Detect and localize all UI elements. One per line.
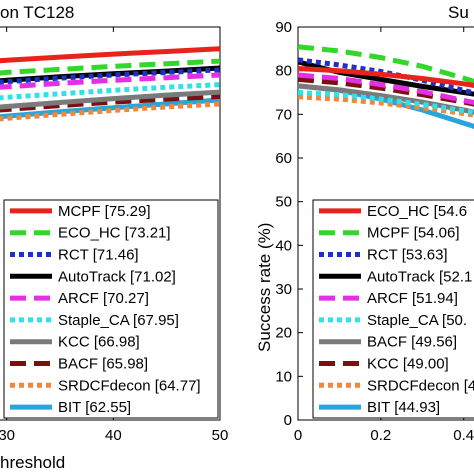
legend-label: Staple_CA [67.95] (58, 312, 179, 329)
left-x-axis-label: hreshold (0, 453, 65, 472)
series-line (298, 66, 474, 88)
legend-label: MCPF [75.29] (58, 203, 151, 220)
series-line (0, 65, 220, 84)
legend: MCPF [75.29] ECO_HC [73.21] RCT [71.46] Aut… (3, 199, 219, 419)
y-tick-label: 10 (275, 368, 292, 385)
legend: ECO_HC [54.6 MCPF [54.06] RCT [53.63] AutoT… (312, 199, 474, 419)
legend-box (3, 199, 219, 419)
legend-label: RCT [53.63] (367, 247, 448, 264)
series-line (298, 57, 474, 96)
legend-label: AutoTrack [71.02] (58, 268, 176, 285)
x-tick-label: 0.4 (453, 427, 474, 444)
series-line (298, 90, 474, 116)
plot-frame (0, 26, 221, 421)
legend-label: RCT [71.46] (58, 247, 139, 264)
left-chart-title: on TC128 (0, 3, 74, 22)
y-tick-label: 50 (275, 194, 292, 211)
left-chart: on TC128 hreshold 30 40 50 MCPF [75.29] ECO_… (0, 3, 228, 472)
legend-label: AutoTrack [52.1 (367, 268, 472, 285)
x-tick-label: 40 (105, 427, 122, 444)
legend-label: BACF [49.56] (367, 334, 457, 351)
series-line (0, 46, 220, 64)
legend-label: ARCF [51.94] (367, 290, 458, 307)
series-line (0, 72, 220, 90)
right-chart: Su Success rate (%) 0 0.2 0.4 0 10 20 30 40 50 60… (255, 3, 474, 444)
y-tick-label: 40 (275, 237, 292, 254)
legend-box (312, 199, 474, 419)
series-line (298, 94, 474, 118)
series-line (0, 89, 220, 110)
y-tick-label: 70 (275, 106, 292, 123)
left-plot-area: 30 40 50 MCPF [75.29] ECO_HC [73.21] RCT [71.… (0, 26, 229, 444)
plot-frame (297, 26, 474, 421)
right-y-axis-label: Success rate (%) (255, 223, 274, 352)
legend-label: ECO_HC [54.6 (367, 203, 467, 220)
y-tick-label: 80 (275, 63, 292, 80)
legend-label: BIT [62.55] (58, 399, 131, 416)
legend-label: Staple_CA [50. (367, 312, 467, 329)
series-line (0, 93, 220, 113)
series-line (298, 44, 474, 84)
y-tick-label: 90 (275, 19, 292, 36)
y-tick-label: 60 (275, 150, 292, 167)
x-tick-label: 50 (212, 427, 229, 444)
y-tick-label: 20 (275, 325, 292, 342)
y-tick-label: 0 (284, 412, 292, 429)
x-tick-label: 30 (0, 427, 15, 444)
x-tick-label: 0 (294, 427, 302, 444)
legend-label: ARCF [70.27] (58, 290, 149, 307)
legend-label: KCC [49.00] (367, 356, 449, 373)
x-tick-label: 0.2 (370, 427, 391, 444)
series-lines (298, 44, 474, 129)
legend-label: BIT [44.93] (367, 399, 440, 416)
right-plot-area: 0 0.2 0.4 0 10 20 30 40 50 60 70 80 90 ECO_HC [54.6 MC… (275, 19, 474, 444)
legend-label: KCC [66.98] (58, 334, 140, 351)
legend-label: BACF [65.98] (58, 356, 148, 373)
series-lines (0, 46, 220, 122)
series-line (0, 58, 220, 76)
legend-label: MCPF [54.06] (367, 225, 460, 242)
y-tick-label: 30 (275, 281, 292, 298)
series-line (298, 72, 474, 106)
legend-label: SRDCFdecon [64.77] (58, 377, 201, 394)
legend-label: ECO_HC [73.21] (58, 225, 171, 242)
series-line (0, 97, 220, 120)
right-chart-title: Su (448, 3, 469, 22)
legend-label: SRDCFdecon [4 (367, 377, 474, 394)
